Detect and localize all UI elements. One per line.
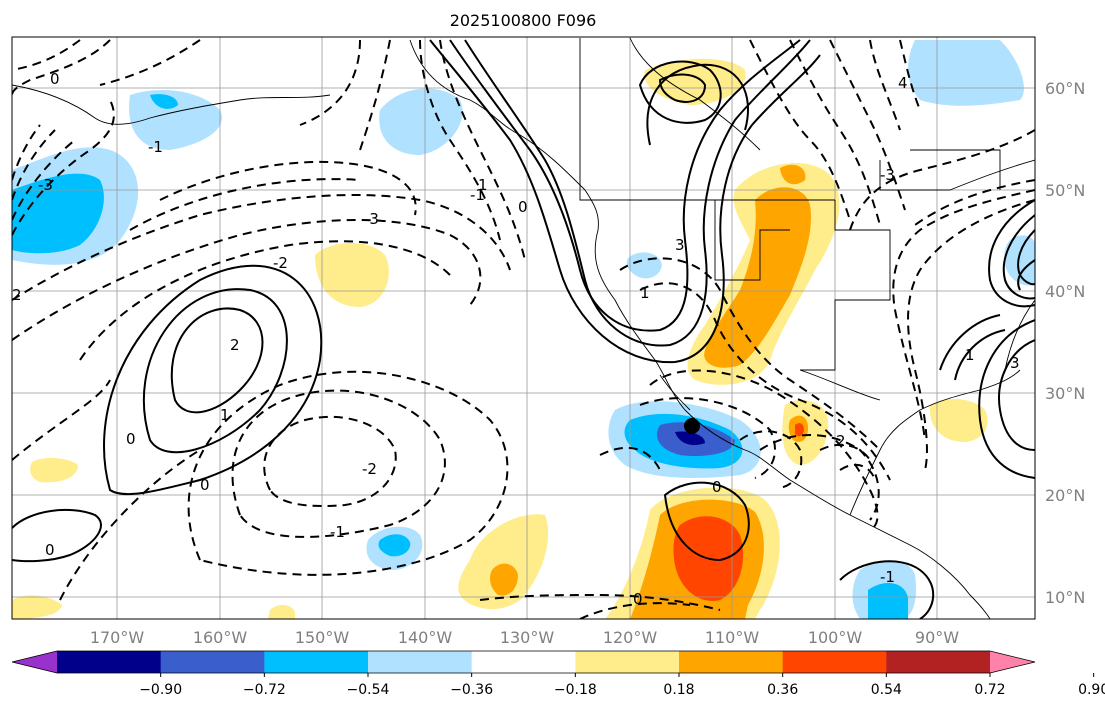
colorbar-tick-label: −0.72 <box>243 682 286 698</box>
lon-label: 110°W <box>705 628 760 647</box>
colorbar-tick-label: −0.36 <box>450 682 493 698</box>
colorbar-tick-label: −0.54 <box>347 682 390 698</box>
colorbar-tick-label: 0.90 <box>1078 682 1105 698</box>
contour-labels: 0 -1 -2 -3 2 1 0 -2 -1 0 3 1 -1 1 0 -3 2… <box>12 70 1020 608</box>
neg-anomaly-region <box>868 583 908 619</box>
contour-label: 0 <box>50 70 60 88</box>
contour-label: 3 <box>675 236 685 254</box>
neg-anomaly-region <box>1004 235 1035 286</box>
dashed-contours <box>12 39 1035 619</box>
contour-label: -3 <box>38 176 53 194</box>
lon-label: 160°W <box>193 628 248 647</box>
longitude-labels: 170°W 160°W 150°W 140°W 130°W 120°W 110°… <box>90 628 959 647</box>
neg-anomaly-region <box>150 94 178 109</box>
lon-label: 120°W <box>603 628 658 647</box>
colorbar-outline <box>11 650 1036 674</box>
pos-anomaly-region <box>795 423 804 437</box>
map-frame <box>11 36 1036 620</box>
contour-label: 1 <box>220 406 230 424</box>
colorbar-segment <box>679 651 784 673</box>
lon-label: 90°W <box>915 628 959 647</box>
pos-anomaly-region <box>780 164 806 185</box>
neg-anomaly-region <box>908 40 1024 106</box>
contour-label: 0 <box>45 541 55 559</box>
contour-label: 2 <box>230 336 240 354</box>
contour-label: -1 <box>148 138 163 156</box>
lon-label: 130°W <box>500 628 555 647</box>
pos-anomaly-region <box>30 458 78 483</box>
lon-label: 100°W <box>808 628 863 647</box>
contour-label: 1 <box>965 346 975 364</box>
contour-label: -1 <box>330 523 345 541</box>
lat-label: 60°N <box>1045 79 1085 98</box>
colorbar-tick-label: −0.90 <box>139 682 182 698</box>
pos-anomaly-region <box>704 187 811 368</box>
neg-anomaly-region <box>12 173 104 254</box>
contour-label: 1 <box>640 284 650 302</box>
contour-label: -2 <box>273 254 288 272</box>
neg-anomaly-region <box>129 90 222 150</box>
pos-anomaly-region <box>458 514 549 610</box>
pos-anomaly-region <box>929 398 988 442</box>
colorbar-tick-label: 0.54 <box>871 682 902 698</box>
contour-label: 0 <box>200 476 210 494</box>
contour-label: -3 <box>364 210 379 228</box>
colorbar-segment <box>57 651 162 673</box>
solid-contours <box>12 39 1035 619</box>
contour-label: 3 <box>1010 354 1020 372</box>
graticule <box>12 37 1035 619</box>
pos-anomaly-region <box>268 604 295 619</box>
colorbar-extend-high <box>990 651 1035 673</box>
contour-label: 2 <box>12 286 22 304</box>
colorbar-tick-label: 0.36 <box>767 682 798 698</box>
lat-label: 30°N <box>1045 384 1085 403</box>
colorbar-segment <box>886 651 991 673</box>
neg-anomaly-region <box>378 534 411 557</box>
lat-label: 20°N <box>1045 486 1085 505</box>
contour-label: 0 <box>126 430 136 448</box>
colorbar-segment <box>575 651 680 673</box>
pos-anomaly-region <box>12 595 62 619</box>
colorbar-tick-label: 0.72 <box>974 682 1005 698</box>
contour-label: -1 <box>470 186 485 204</box>
colorbar: −0.90 −0.72 −0.54 −0.36 −0.18 0.18 0.36 0.54 0.7… <box>11 650 1105 698</box>
contour-label: 0 <box>633 590 643 608</box>
colorbar-segment <box>471 651 576 673</box>
neg-anomaly-region <box>379 88 463 155</box>
pos-anomaly-region <box>490 563 518 596</box>
contour-label: 1 <box>478 176 488 194</box>
colorbar-segment <box>264 651 369 673</box>
contour-label: -1 <box>880 568 895 586</box>
contour-label: 4 <box>898 74 908 92</box>
location-marker <box>684 418 700 434</box>
lon-label: 150°W <box>295 628 350 647</box>
colorbar-segment <box>368 651 473 673</box>
contour-label: -3 <box>880 166 895 184</box>
latitude-labels: 60°N 50°N 40°N 30°N 20°N 10°N <box>1045 79 1085 607</box>
lon-label: 170°W <box>90 628 145 647</box>
lat-label: 10°N <box>1045 588 1085 607</box>
colorbar-extend-low <box>12 651 57 673</box>
neg-anomaly-region <box>675 431 705 446</box>
colorbar-tick-label: −0.18 <box>554 682 597 698</box>
map-title: 2025100800 F096 <box>450 11 597 30</box>
lat-label: 40°N <box>1045 282 1085 301</box>
colorbar-tick-label: 0.18 <box>663 682 694 698</box>
lat-label: 50°N <box>1045 181 1085 200</box>
colorbar-segment <box>160 651 265 673</box>
map-area <box>12 37 1035 619</box>
contour-label: 0 <box>518 198 528 216</box>
contour-label: 0 <box>712 478 722 496</box>
contour-label: 2 <box>836 432 846 450</box>
contour-label: -2 <box>362 460 377 478</box>
colorbar-segment <box>782 651 887 673</box>
lon-label: 140°W <box>398 628 453 647</box>
